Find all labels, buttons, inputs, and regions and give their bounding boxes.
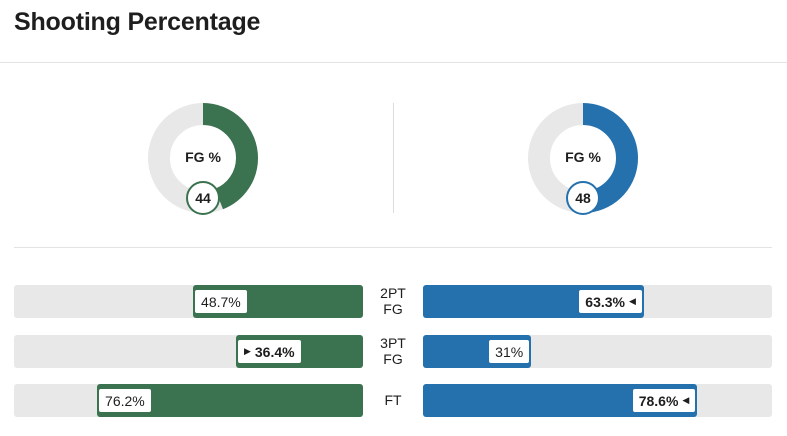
away-bar-value-text: 31% [495,343,524,360]
stat-name-line2: FG [383,301,403,317]
home-bar-value-text: 36.4% [254,343,295,360]
home-donut-arc [148,103,258,213]
away-donut-value: 48 [566,181,600,215]
home-bar-value: 48.7% [193,288,249,315]
stat-name-line2: FG [383,351,403,367]
away-bar-track: 78.6% ◀ [423,384,772,417]
page-title: Shooting Percentage [14,8,261,36]
home-bar-value-text: 48.7% [201,293,241,310]
team-divider [393,103,394,213]
away-bar-value: 78.6% ◀ [630,387,698,414]
away-bar-value-text: 78.6% [638,392,679,409]
divider [14,247,772,248]
away-bar-value: 31% [487,338,532,365]
home-bar-track: 76.2% [14,384,363,417]
stat-name-line1: FT [384,392,402,408]
caret-right-icon: ▶ [243,346,251,356]
stat-name-line1: 3PT [380,335,406,351]
stat-name: FT [363,392,423,408]
away-fg-donut: FG % 48 [528,103,638,215]
home-bar-value-text: 76.2% [105,392,145,409]
stat-name: 3PT FG [363,335,423,367]
stat-name-line1: 2PT [380,285,406,301]
home-donut-label: FG % [185,149,221,165]
caret-left-icon: ◀ [629,296,636,306]
away-donut-arc [528,103,638,213]
away-donut-label: FG % [565,149,601,165]
away-bar-value-text: 63.3% [585,293,625,310]
home-fg-donut: FG % 44 [148,103,258,215]
caret-left-icon: ◀ [682,395,690,405]
away-bar-track: 63.3% ◀ [423,285,772,318]
stat-name: 2PT FG [363,285,423,317]
divider [0,62,787,63]
away-bar-track: 31% [423,335,772,368]
home-bar-value: ▶ 36.4% [235,338,303,365]
home-bar-track: 48.7% [14,285,363,318]
home-bar-track: ▶ 36.4% [14,335,363,368]
away-bar-value: 63.3% ◀ [577,288,644,315]
home-donut-value: 44 [186,181,220,215]
home-bar-value: 76.2% [97,387,153,414]
